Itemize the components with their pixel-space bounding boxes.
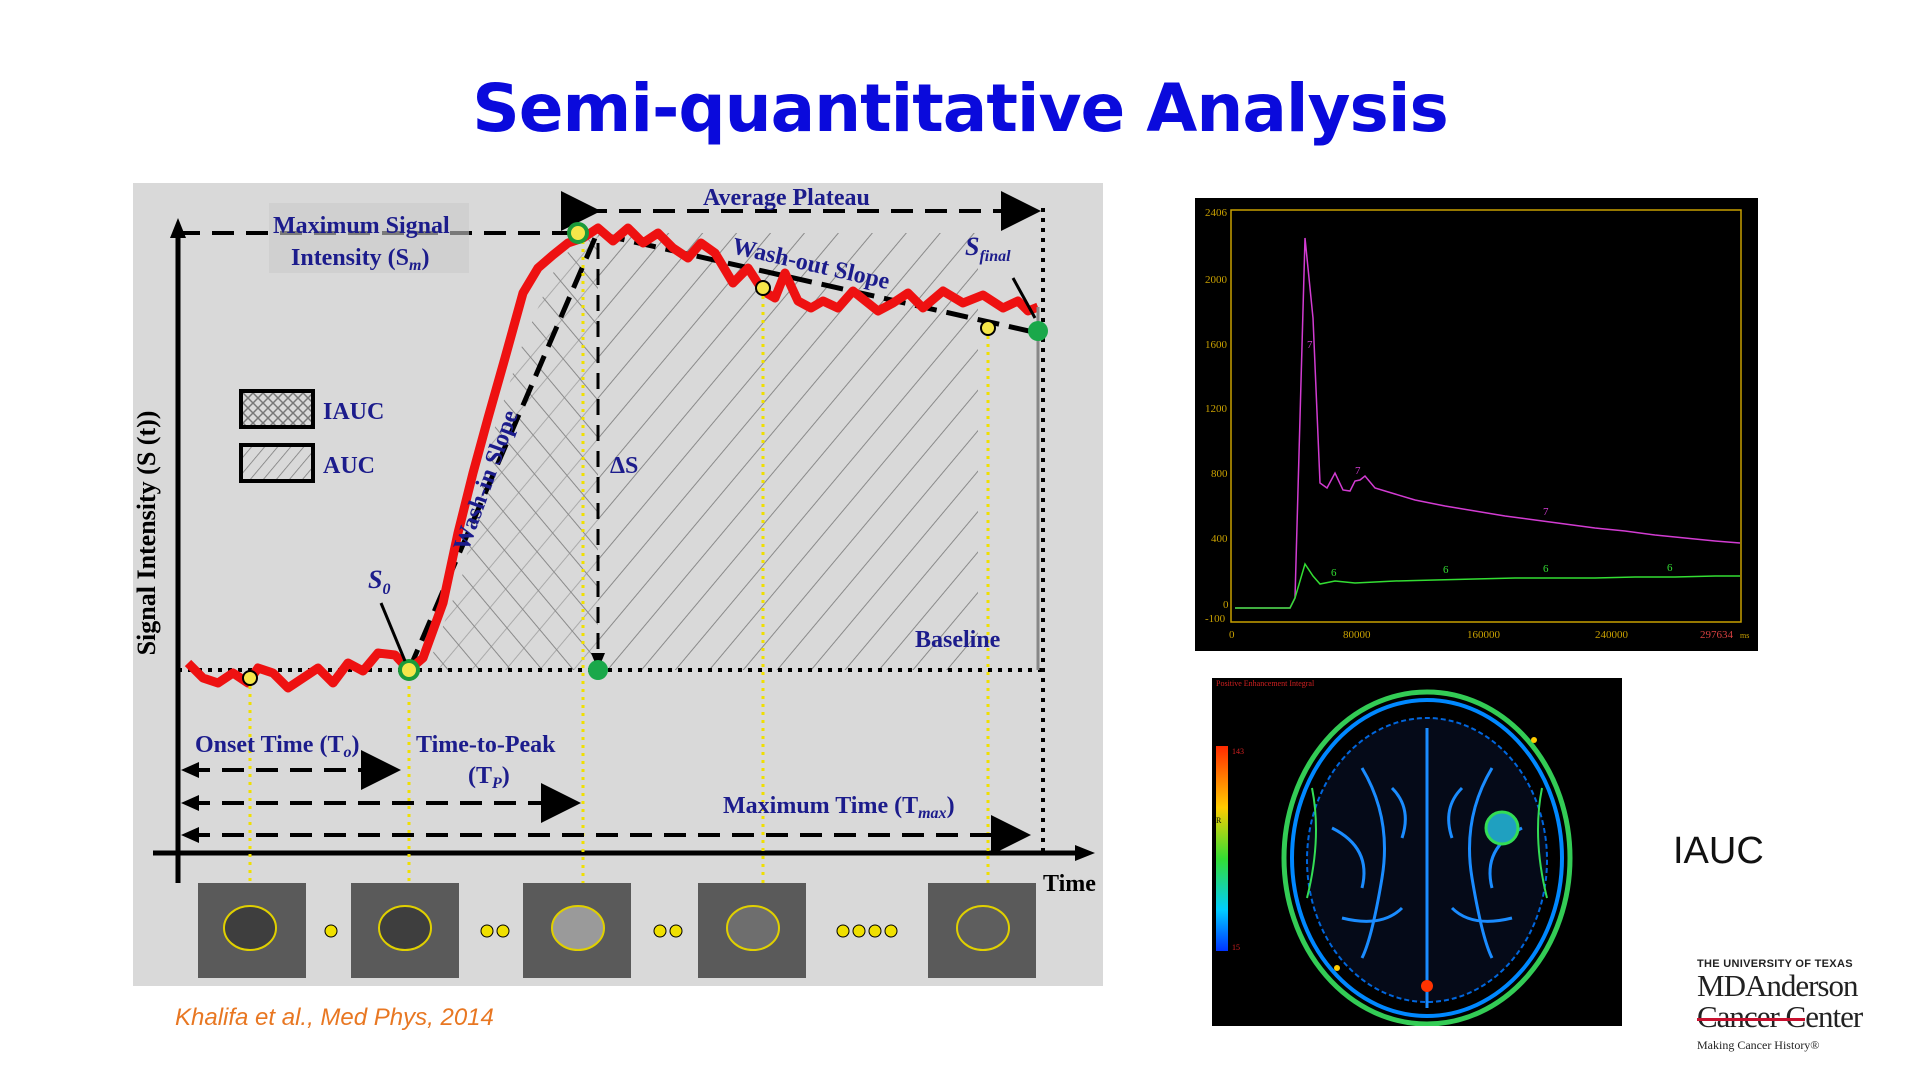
series-magenta — [1235, 237, 1741, 609]
dce-curve-diagram: IAUC AUC Maximum Signal Intensity (Sm) A… — [133, 183, 1103, 986]
logo-cancer-center: Cancer Center — [1697, 999, 1863, 1034]
time-to-peak-label-2: (TP) — [468, 763, 510, 792]
x-tick-0: 0 — [1229, 629, 1235, 641]
series-label-7b: 7 — [1355, 465, 1361, 477]
series-label-7a: 7 — [1307, 339, 1313, 351]
series-label-6b: 6 — [1443, 564, 1449, 576]
plateau-point-1 — [755, 280, 771, 296]
y-tick-400: 400 — [1211, 533, 1228, 545]
y-tick-2000: 2000 — [1205, 274, 1228, 286]
maximum-time-label: Maximum Time (Tmax) — [723, 793, 955, 822]
md-anderson-logo: THE UNIVERSITY OF TEXAS MDAnderson Cance… — [1697, 958, 1902, 1068]
y-tick-neg100: -100 — [1205, 613, 1226, 625]
signal-curve — [184, 223, 1040, 693]
delta-s-label: ΔS — [610, 453, 638, 479]
x-end-label: 297634 — [1700, 629, 1734, 641]
y-tick-1600: 1600 — [1205, 339, 1228, 351]
curve-plot-frame — [1230, 209, 1742, 623]
series-label-6a: 6 — [1331, 567, 1337, 579]
y-axis-label: Signal Intensity (S (t)) — [133, 411, 161, 656]
logo-name: MDAnderson — [1697, 968, 1859, 1003]
legend-auc-swatch — [239, 443, 315, 483]
plateau-point-2 — [980, 320, 996, 336]
series-green — [1235, 562, 1740, 609]
thumbnail-strip — [198, 883, 1036, 978]
x-tick-240000: 240000 — [1595, 629, 1629, 641]
y-tick-2406: 2406 — [1205, 207, 1228, 219]
baseline-label: Baseline — [915, 627, 1001, 653]
s-final-label: Sfinal — [965, 232, 1011, 265]
scale-r: R — [1216, 816, 1222, 825]
series-label-7c: 7 — [1543, 506, 1549, 518]
legend-iauc-label: IAUC — [323, 399, 384, 425]
signal-curve-panel: 2406 2000 1600 1200 800 400 0 -100 0 800… — [1195, 198, 1758, 651]
x-unit: ms — [1740, 631, 1749, 640]
y-tick-1200: 1200 — [1205, 403, 1228, 415]
legend-iauc-swatch — [239, 389, 315, 429]
brain-panel-title: Positive Enhancement Integral — [1216, 679, 1315, 688]
sfinal-point — [1028, 321, 1048, 341]
scale-min: 15 — [1232, 943, 1240, 952]
max-signal-label-2: Intensity (Sm) — [291, 245, 429, 274]
lesion — [1484, 810, 1520, 846]
max-signal-label-1: Maximum Signal — [273, 213, 450, 239]
peak-point — [567, 222, 589, 244]
skull-outline — [1281, 689, 1573, 1026]
onset-point — [242, 670, 258, 686]
citation: Khalifa et al., Med Phys, 2014 — [175, 1004, 494, 1031]
baseline-peak-point — [588, 660, 608, 680]
auc-region — [598, 233, 978, 670]
iauc-caption: IAUC — [1673, 830, 1764, 872]
s0-label: S0 — [368, 565, 390, 598]
legend-auc-label: AUC — [323, 453, 375, 479]
scale-max: 143 — [1232, 747, 1244, 756]
x-tick-160000: 160000 — [1467, 629, 1501, 641]
s0-point — [398, 659, 420, 681]
logo-tagline: Making Cancer History® — [1697, 1038, 1820, 1052]
average-plateau-label: Average Plateau — [703, 185, 870, 211]
x-tick-80000: 80000 — [1343, 629, 1371, 641]
slide-title: Semi-quantitative Analysis — [472, 70, 1448, 147]
time-to-peak-label-1: Time-to-Peak — [416, 732, 556, 758]
y-tick-0: 0 — [1223, 599, 1229, 611]
series-label-6c: 6 — [1543, 563, 1549, 575]
series-label-6d: 6 — [1667, 562, 1673, 574]
color-scale — [1216, 746, 1228, 951]
x-axis-arrow — [1075, 845, 1095, 861]
logo-university: THE UNIVERSITY OF TEXAS — [1697, 958, 1853, 970]
y-tick-800: 800 — [1211, 468, 1228, 480]
iauc-brain-map: Positive Enhancement Integral 143 R 15 — [1212, 678, 1622, 1026]
onset-time-label: Onset Time (To) — [195, 732, 359, 761]
x-axis-label: Time — [1043, 871, 1096, 897]
